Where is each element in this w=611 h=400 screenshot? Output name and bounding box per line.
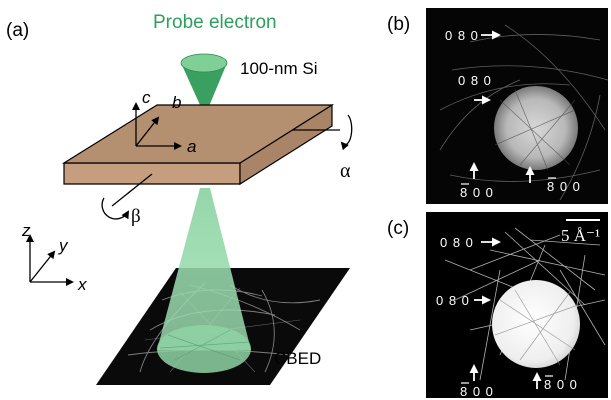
panel-b-label: (b) [387,14,410,35]
alpha-tilt-axis [292,114,353,151]
axis-b-label: b [172,93,181,112]
panel-b-kikuchi-lines [439,24,608,201]
sample-label: 100-nm Si [240,59,317,78]
beta-tilt-axis [101,173,153,220]
transmitted-beam-cone [157,188,251,373]
panel-b-reflection-080-top: 0 8 0 [445,28,479,43]
axis-z-label: z [21,221,31,240]
panel-c-reflection-080-top: 0 8 0 [440,235,474,250]
axis-x-label: x [77,275,87,294]
panel-b-arrows [469,30,535,183]
axis-y-arrow [29,250,56,283]
lab-axes [26,234,74,286]
panel-a-label: (a) [6,20,29,41]
cbed-label: CBED [274,349,321,368]
panel-b-reflection-080-mid: 0 8 0 [458,73,492,88]
axis-c-label: c [142,88,151,107]
panel-b: (b) 0 8 0 [387,8,608,204]
beta-label: β [131,206,141,227]
alpha-label: α [340,160,351,182]
probe-electron-label: Probe electron [153,12,277,33]
panel-c-reflection-800-right: 8 0 0 [544,377,578,392]
probe-cone [180,53,228,116]
panel-b-reflection-800-left: 8 0 0 [460,185,494,200]
crystal-axes [132,102,182,150]
panel-c-reflection-800-left: 8 0 0 [460,384,494,399]
axis-b-arrow [135,116,160,147]
panel-b-reflection-800-right: 8 0 0 [547,179,581,194]
panel-c-reflection-080-mid: 0 8 0 [436,293,470,308]
panel-c: (c) [387,212,608,399]
axis-a-label: a [187,137,196,156]
axis-y-label: y [58,236,69,255]
scale-bar-label: 5 Å⁻¹ [561,226,600,245]
panel-c-kikuchi-lines [444,227,606,381]
panel-c-label: (c) [387,218,409,239]
panel-c-arrows [469,237,542,389]
si-slab [61,103,335,186]
panel-b-transmitted-disk [494,86,578,170]
panel-a: (a) Probe electron 100-nm Si [6,12,353,385]
